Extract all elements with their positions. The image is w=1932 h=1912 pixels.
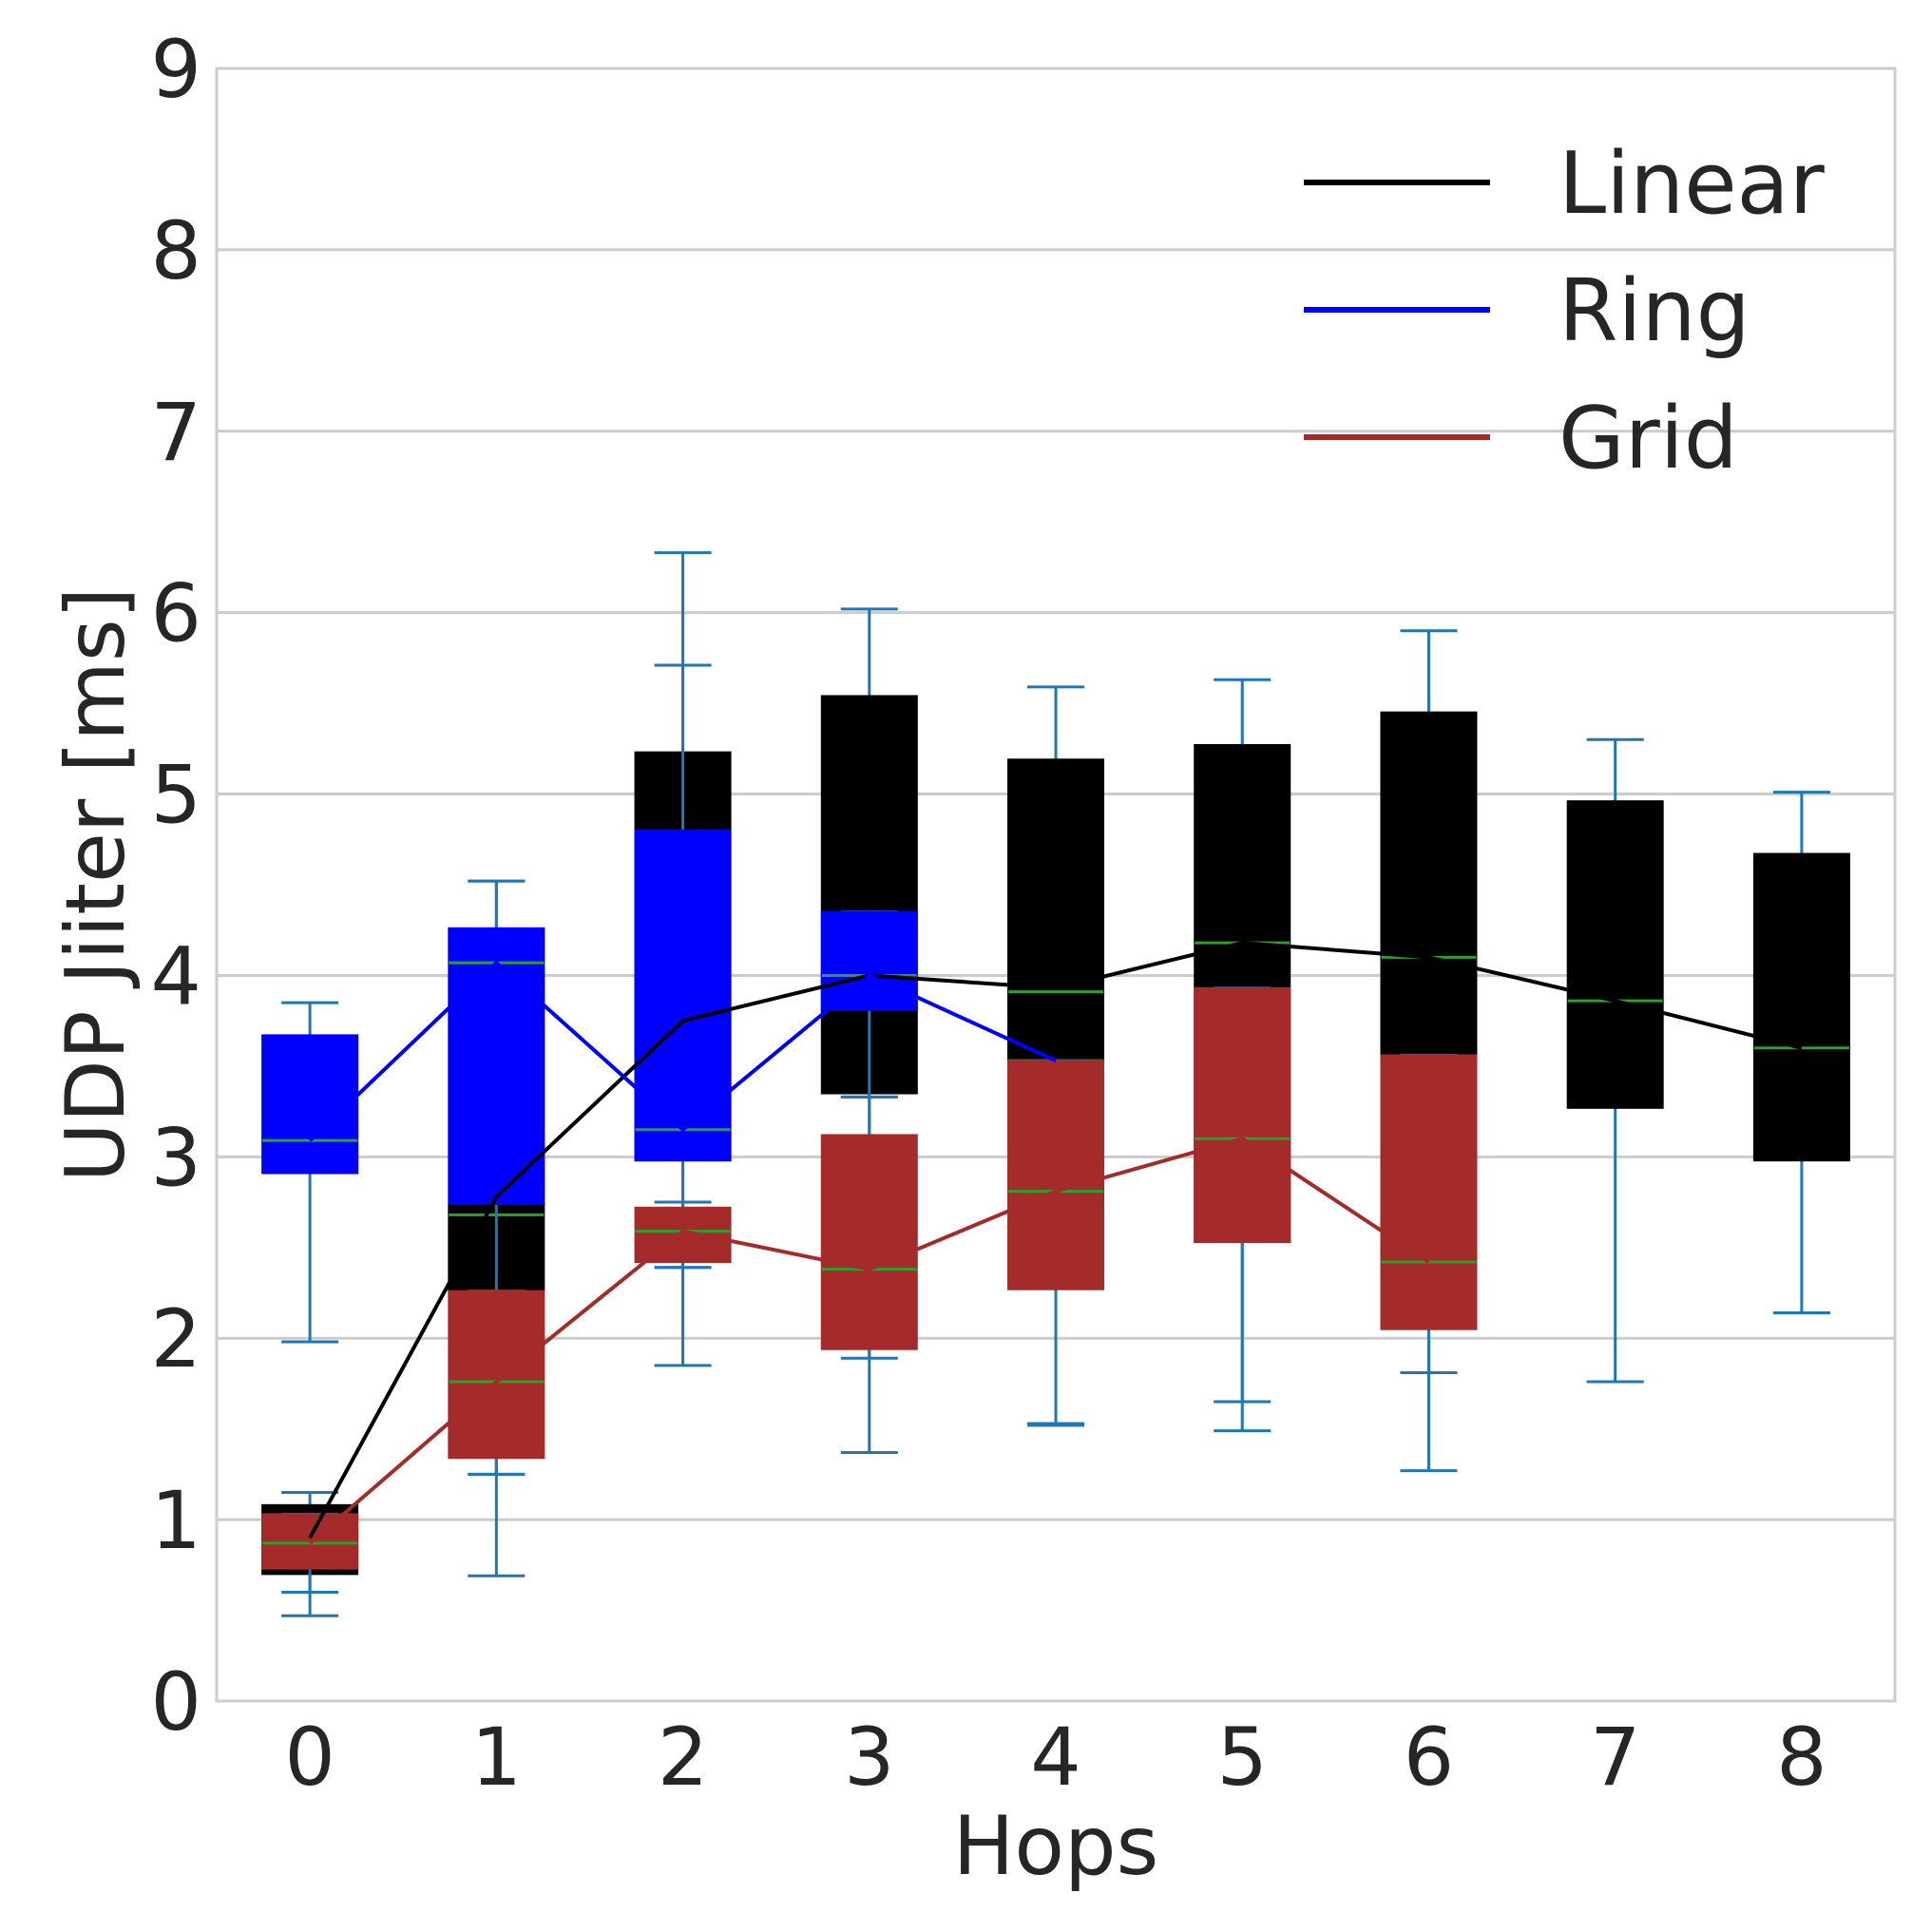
y-tick-label-5: 5	[151, 749, 201, 842]
box-ring-3	[820, 910, 918, 1011]
box-grid-6	[1380, 1054, 1478, 1330]
y-tick-label-7: 7	[151, 386, 201, 479]
tick-labels: 0 1 2 3 4 5 6 7 8 9 0 1 2 3 4 5 6 7 8	[151, 23, 1827, 1804]
box-grid-4	[1007, 1060, 1104, 1291]
series-line-grid	[308, 1137, 1430, 1545]
box-linear-8	[1752, 852, 1850, 1162]
y-tick-label-1: 1	[151, 1474, 201, 1567]
plot-frame	[215, 67, 1897, 1703]
x-tick-label-6: 6	[1404, 1711, 1454, 1804]
y-tick-label-2: 2	[151, 1292, 201, 1386]
y-tick-label-6: 6	[151, 567, 201, 660]
box-linear-6	[1380, 711, 1478, 1057]
box-linear-4	[1007, 758, 1104, 1062]
x-tick-label-5: 5	[1216, 1711, 1267, 1804]
series-boxes-grid	[261, 986, 1478, 1617]
y-tick-label-3: 3	[151, 1111, 201, 1204]
box-layer	[261, 551, 1850, 1617]
box-grid-3	[820, 1134, 918, 1350]
box-ring-2	[634, 829, 732, 1162]
y-tick-label-0: 0	[151, 1655, 201, 1749]
legend-label-linear: Linear	[1559, 134, 1825, 234]
series-line-linear	[308, 941, 1803, 1539]
box-linear-7	[1566, 800, 1664, 1109]
y-tick-label-8: 8	[151, 204, 201, 297]
box-ring-0	[261, 1034, 359, 1175]
y-axis-title: UDP Jiiter [ms]	[48, 587, 143, 1183]
x-tick-label-3: 3	[844, 1711, 894, 1804]
y-tick-label-4: 4	[151, 929, 201, 1023]
box-grid-2	[634, 1206, 732, 1264]
legend-label-ring: Ring	[1559, 261, 1750, 361]
box-grid-1	[448, 1290, 545, 1460]
box-grid-5	[1194, 986, 1291, 1244]
y-tick-label-9: 9	[151, 23, 201, 116]
x-tick-label-7: 7	[1590, 1711, 1640, 1804]
legend-label-grid: Grid	[1559, 389, 1738, 488]
x-tick-label-8: 8	[1776, 1711, 1827, 1804]
box-ring-1	[448, 927, 545, 1205]
series-line-ring	[308, 960, 1057, 1142]
legend: Linear Ring Grid	[1304, 134, 1825, 488]
x-tick-label-4: 4	[1030, 1711, 1081, 1804]
x-tick-label-0: 0	[284, 1711, 335, 1804]
x-axis-title: Hops	[953, 1799, 1159, 1894]
x-tick-label-2: 2	[658, 1711, 708, 1804]
series-lines	[308, 941, 1803, 1545]
x-tick-label-1: 1	[471, 1711, 522, 1804]
